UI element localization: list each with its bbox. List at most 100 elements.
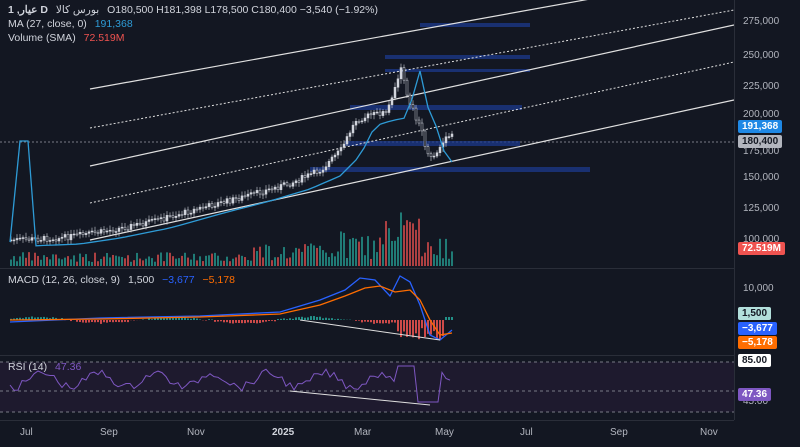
candle-body bbox=[232, 198, 234, 204]
volume-bar bbox=[238, 255, 240, 266]
macd-histogram-bar bbox=[442, 320, 444, 336]
candle-body bbox=[397, 79, 399, 87]
macd-histogram-bar bbox=[190, 319, 192, 320]
volume-bar bbox=[220, 261, 222, 266]
candle-body bbox=[142, 224, 144, 226]
price-value-tag: 180,400 bbox=[738, 135, 782, 148]
candle-body bbox=[31, 238, 33, 241]
macd-histogram-bar bbox=[241, 320, 243, 323]
volume-bar bbox=[241, 256, 243, 266]
macd-histogram-bar bbox=[373, 320, 375, 324]
macd-histogram-bar bbox=[394, 320, 396, 323]
time-axis[interactable]: Jul Sep Nov 2025 Mar May Jul Sep Nov bbox=[0, 420, 734, 447]
macd-histogram-bar bbox=[382, 320, 384, 323]
volume-bar bbox=[160, 253, 162, 266]
candle-body bbox=[226, 199, 228, 204]
macd-histogram-bar bbox=[367, 320, 369, 322]
rsi-legend[interactable]: RSI (14) 47.36 bbox=[8, 361, 86, 374]
candle-body bbox=[448, 137, 450, 138]
volume-bar bbox=[142, 260, 144, 266]
candle-body bbox=[316, 170, 318, 173]
candle-body bbox=[268, 189, 270, 190]
volume-bar bbox=[82, 257, 84, 266]
volume-bar bbox=[172, 256, 174, 266]
candle-body bbox=[355, 121, 357, 125]
volume-bar bbox=[280, 254, 282, 266]
candle-body bbox=[205, 207, 207, 208]
candle-body bbox=[310, 174, 312, 175]
volume-bar bbox=[304, 244, 306, 266]
volume-bar bbox=[40, 260, 42, 266]
macd-histogram-bar bbox=[250, 320, 252, 323]
volume-bar bbox=[37, 256, 39, 266]
candle-body bbox=[178, 214, 180, 216]
ma-legend-value: 191,368 bbox=[95, 18, 133, 30]
candle-body bbox=[52, 240, 54, 241]
candle-body bbox=[166, 215, 168, 221]
volume-bar bbox=[13, 256, 15, 266]
time-tick: Sep bbox=[100, 427, 118, 438]
volume-bar bbox=[274, 257, 276, 266]
candle-body bbox=[70, 234, 72, 240]
volume-bar bbox=[337, 252, 339, 266]
volume-bar bbox=[187, 258, 189, 266]
volume-bar bbox=[154, 262, 156, 266]
macd-histogram-bar bbox=[397, 320, 399, 331]
volume-bar bbox=[301, 252, 303, 266]
candle-body bbox=[340, 147, 342, 150]
volume-bar bbox=[361, 237, 363, 266]
volume-bar bbox=[205, 256, 207, 266]
macd-histogram-bar bbox=[292, 319, 294, 320]
candle-body bbox=[109, 230, 111, 231]
volume-bar bbox=[268, 246, 270, 266]
volume-bar bbox=[259, 247, 261, 266]
candle-body bbox=[124, 227, 126, 229]
symbol-label[interactable]: 1 ,عيار D bbox=[8, 4, 48, 16]
volume-bar bbox=[298, 249, 300, 266]
macd-histogram-bar bbox=[364, 320, 366, 322]
candle-body bbox=[319, 172, 321, 173]
time-tick: May bbox=[435, 427, 454, 438]
macd-histogram-bar bbox=[331, 318, 333, 320]
volume-legend[interactable]: Volume (SMA) 72.519M bbox=[8, 32, 129, 45]
candle-body bbox=[82, 232, 84, 234]
macd-histogram-bar bbox=[217, 320, 219, 322]
candle-body bbox=[433, 156, 435, 157]
macd-histogram-bar bbox=[298, 317, 300, 320]
volume-bar bbox=[133, 260, 135, 266]
volume-bar bbox=[115, 256, 117, 266]
macd-histogram-bar bbox=[268, 320, 270, 321]
candle-body bbox=[85, 233, 87, 234]
candle-body bbox=[175, 216, 177, 217]
candle-body bbox=[244, 196, 246, 197]
volume-bar bbox=[451, 251, 453, 266]
candle-body bbox=[67, 234, 69, 239]
horizontal-zones bbox=[310, 23, 590, 172]
macd-histogram-bar bbox=[70, 320, 72, 321]
candle-body bbox=[148, 220, 150, 222]
volume-bar bbox=[277, 257, 279, 266]
candle-body bbox=[307, 174, 309, 178]
volume-bar bbox=[43, 255, 45, 266]
candle-body bbox=[289, 185, 291, 186]
candle-body bbox=[358, 121, 360, 122]
price-tick: 225,000 bbox=[743, 81, 779, 92]
macd-histogram-bar bbox=[406, 320, 408, 337]
volume-bar bbox=[97, 261, 99, 266]
macd-legend[interactable]: MACD (12, 26, close, 9) 1,500 −3,677 −5,… bbox=[8, 274, 240, 287]
candle-body bbox=[334, 155, 336, 157]
volume-bar bbox=[307, 246, 309, 266]
macd-histogram-bar bbox=[277, 319, 279, 320]
volume-bar bbox=[70, 259, 72, 266]
candle-body bbox=[262, 194, 264, 195]
ma-legend[interactable]: MA (27, close, 0) 191,368 bbox=[8, 18, 138, 31]
volume-bar bbox=[346, 258, 348, 266]
chart-canvas[interactable] bbox=[0, 0, 734, 420]
rsi-legend-value: 47.36 bbox=[55, 361, 81, 373]
candle-body bbox=[256, 190, 258, 192]
macd-histogram-bar bbox=[304, 318, 306, 320]
macd-histogram-bar bbox=[127, 320, 129, 322]
macd-histogram-bar bbox=[256, 320, 258, 323]
candle-body bbox=[391, 98, 393, 105]
volume-bar bbox=[169, 253, 171, 266]
